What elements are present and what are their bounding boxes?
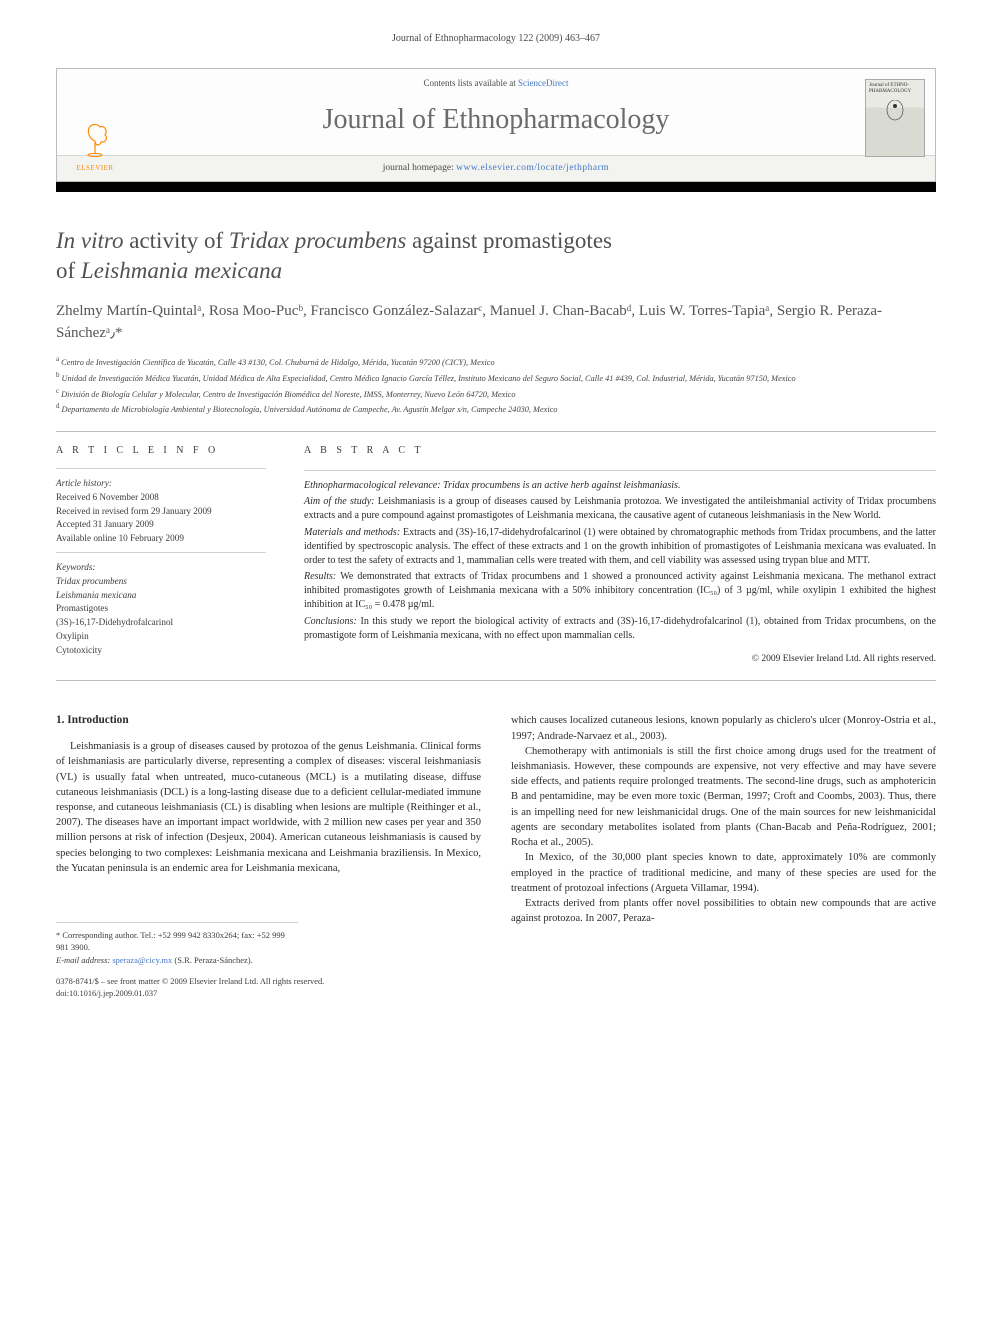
keyword: (3S)-16,17-Didehydrofalcarinol <box>56 616 266 630</box>
journal-banner: ELSEVIER Journal of ETHNO-PHARMACOLOGY C… <box>56 68 936 182</box>
homepage-line: journal homepage: www.elsevier.com/locat… <box>57 156 935 181</box>
keywords: Keywords: Tridax procumbens Leishmania m… <box>56 561 266 658</box>
body-column-left: 1. Introduction Leishmaniasis is a group… <box>56 713 481 966</box>
history-item: Accepted 31 January 2009 <box>56 518 266 532</box>
body-paragraph: Leishmaniasis is a group of diseases cau… <box>56 739 481 876</box>
section-heading: 1. Introduction <box>56 713 481 729</box>
divider <box>56 468 266 469</box>
body-paragraph: which causes localized cutaneous lesions… <box>511 713 936 743</box>
keyword: Cytotoxicity <box>56 644 266 658</box>
running-head: Journal of Ethnopharmacology 122 (2009) … <box>56 32 936 46</box>
affiliation: bUnidad de Investigación Médica Yucatán,… <box>56 370 936 386</box>
keyword: Leishmania mexicana <box>56 589 266 603</box>
article-info-column: A R T I C L E I N F O Article history: R… <box>56 444 266 666</box>
journal-cover-thumbnail: Journal of ETHNO-PHARMACOLOGY <box>865 79 925 157</box>
affiliation: aCentro de Investigación Científica de Y… <box>56 354 936 370</box>
article-info-head: A R T I C L E I N F O <box>56 444 266 458</box>
contents-line: Contents lists available at ScienceDirec… <box>57 69 935 94</box>
abstract-head: A B S T R A C T <box>304 444 936 458</box>
elsevier-logo: ELSEVIER <box>69 119 121 175</box>
email-label: E-mail address: <box>56 955 112 965</box>
article-title: In vitro activity of Tridax procumbens a… <box>56 226 936 285</box>
black-divider-bar <box>56 182 936 192</box>
cover-title: Journal of ETHNO-PHARMACOLOGY <box>869 83 921 94</box>
title-text-2: against promastigotes <box>406 228 612 253</box>
history-label: Article history: <box>56 477 266 491</box>
front-matter-line: 0378-8741/$ – see front matter © 2009 El… <box>56 976 936 988</box>
abstract-para: Results: We demonstrated that extracts o… <box>304 570 936 613</box>
footnotes: * Corresponding author. Tel.: +52 999 94… <box>56 922 298 966</box>
body-paragraph: Extracts derived from plants offer novel… <box>511 896 936 926</box>
abstract-para: Materials and methods: Extracts and (3S)… <box>304 526 936 569</box>
divider <box>56 431 936 432</box>
affiliation: cDivisión de Biología Celular y Molecula… <box>56 386 936 402</box>
copyright-line: © 2009 Elsevier Ireland Ltd. All rights … <box>304 653 936 666</box>
email-tail: (S.R. Peraza-Sánchez). <box>172 955 252 965</box>
body-paragraph: Chemotherapy with antimonials is still t… <box>511 744 936 851</box>
abstract-column: A B S T R A C T Ethnopharmacological rel… <box>304 444 936 666</box>
history-item: Available online 10 February 2009 <box>56 532 266 546</box>
authors-line: Zhelmy Martín-Quintalᵃ, Rosa Moo-Pucᵇ, F… <box>56 301 936 345</box>
history-item: Received 6 November 2008 <box>56 491 266 505</box>
title-italic-3: Leishmania mexicana <box>81 258 282 283</box>
keyword: Tridax procumbens <box>56 575 266 589</box>
journal-name: Journal of Ethnopharmacology <box>57 94 935 155</box>
bottom-meta: 0378-8741/$ – see front matter © 2009 El… <box>56 976 936 1000</box>
title-text-3: of <box>56 258 81 283</box>
affiliations: aCentro de Investigación Científica de Y… <box>56 354 936 417</box>
body-column-right: which causes localized cutaneous lesions… <box>511 713 936 966</box>
elsevier-tree-icon <box>75 119 115 159</box>
homepage-link[interactable]: www.elsevier.com/locate/jethpharm <box>456 163 609 173</box>
body-paragraph: In Mexico, of the 30,000 plant species k… <box>511 850 936 896</box>
divider <box>56 680 936 681</box>
elsevier-label: ELSEVIER <box>69 164 121 174</box>
affiliation: dDepartamento de Microbiología Ambiental… <box>56 401 936 417</box>
corresponding-author: * Corresponding author. Tel.: +52 999 94… <box>56 929 298 954</box>
doi-line: doi:10.1016/j.jep.2009.01.037 <box>56 988 936 1000</box>
email-link[interactable]: speraza@cicy.mx <box>112 955 172 965</box>
homepage-pre: journal homepage: <box>383 163 456 173</box>
keyword: Oxylipin <box>56 630 266 644</box>
title-italic-1: In vitro <box>56 228 124 253</box>
title-text-1: activity of <box>124 228 229 253</box>
abstract-para: Ethnopharmacological relevance: Tridax p… <box>304 479 936 493</box>
keywords-label: Keywords: <box>56 561 266 575</box>
divider <box>56 552 266 553</box>
divider <box>304 470 936 471</box>
history-item: Received in revised form 29 January 2009 <box>56 505 266 519</box>
email-line: E-mail address: speraza@cicy.mx (S.R. Pe… <box>56 954 298 966</box>
keyword: Promastigotes <box>56 602 266 616</box>
article-history: Article history: Received 6 November 200… <box>56 477 266 546</box>
body-two-column: 1. Introduction Leishmaniasis is a group… <box>56 713 936 966</box>
contents-pre: Contents lists available at <box>424 78 518 88</box>
sciencedirect-link[interactable]: ScienceDirect <box>518 78 568 88</box>
cover-icon <box>883 100 907 128</box>
abstract-para: Conclusions: In this study we report the… <box>304 615 936 643</box>
title-italic-2: Tridax procumbens <box>229 228 406 253</box>
abstract-para: Aim of the study: Leishmaniasis is a gro… <box>304 495 936 523</box>
